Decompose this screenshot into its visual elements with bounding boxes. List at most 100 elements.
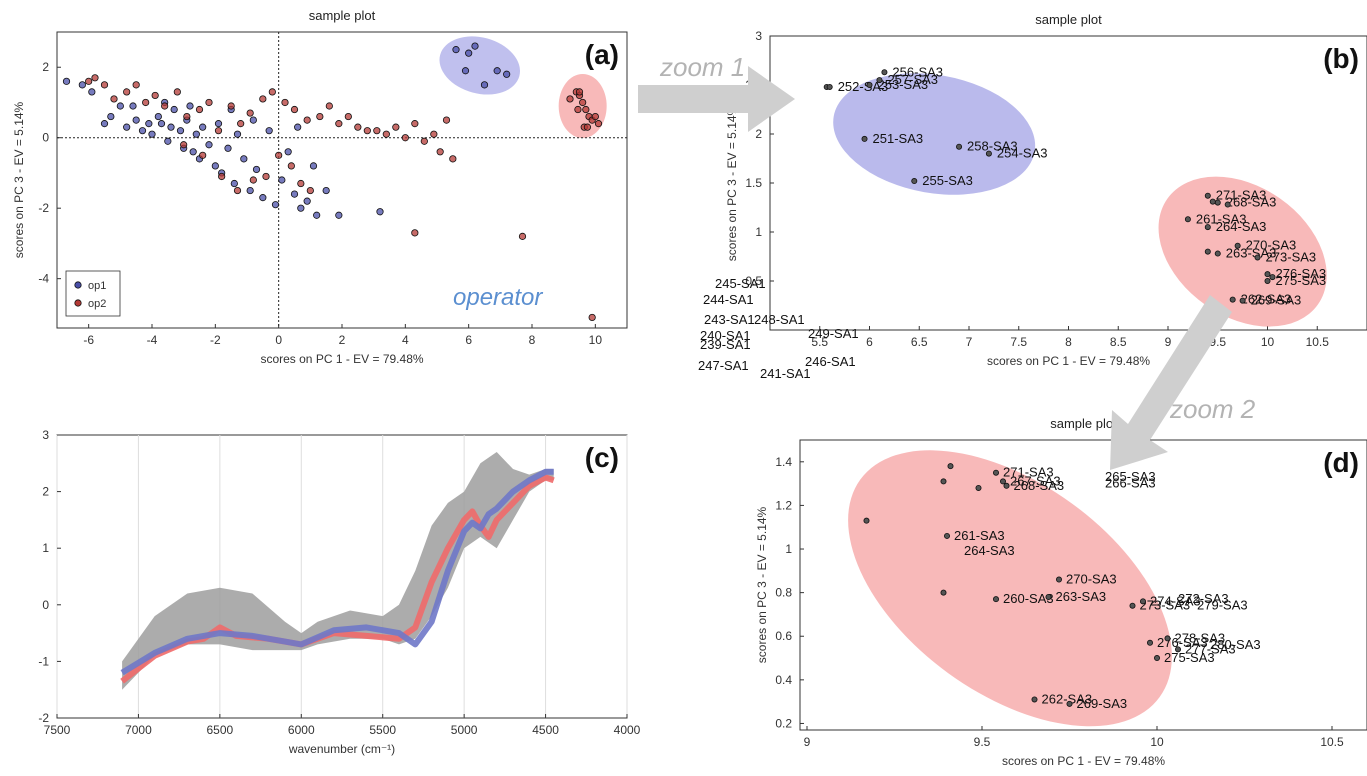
data-point [154, 112, 162, 121]
data-point [452, 46, 460, 54]
data-point [1031, 696, 1038, 703]
offscale-label: 246-SA1 [805, 354, 856, 369]
spectrum-line [120, 468, 554, 676]
legend-box [65, 270, 121, 317]
data-point [392, 123, 400, 131]
data-point [205, 141, 213, 149]
data-point [233, 186, 242, 195]
point-label: 255-SA3 [922, 173, 973, 188]
data-point [1209, 198, 1216, 205]
spectra-plot-c: 7500 7000 6500 6000 5500 5000 4500 4000 3 2 1 0 -1 -2… [38, 428, 640, 756]
data-point [335, 211, 343, 219]
point-label: 263-SA3 [1226, 246, 1277, 261]
data-point [100, 120, 109, 128]
data-point [78, 81, 86, 89]
legend-entry: op1 [88, 280, 106, 292]
data-point [411, 229, 419, 237]
data-point [411, 120, 419, 128]
panel-letter: (c) [585, 442, 619, 473]
point-label: 273-SA3 [1140, 598, 1191, 613]
data-point [262, 172, 270, 181]
y-tick-label: 0.5 [745, 274, 762, 288]
x-axis-label: scores on PC 1 - EV = 79.48% [1002, 754, 1165, 768]
data-point [594, 120, 603, 128]
data-point [132, 116, 140, 124]
y-tick-label: 0.2 [775, 716, 792, 730]
data-point [1003, 482, 1010, 489]
offscale-label: 240-SA1 [700, 328, 751, 343]
cluster-ellipse-red [848, 450, 1172, 727]
data-point [1174, 646, 1181, 653]
data-point [123, 123, 131, 131]
y-tick-label: -2 [38, 201, 49, 215]
y-tick-label: 2.5 [745, 78, 762, 92]
legend-entry: op2 [88, 298, 106, 310]
point-label: 272-SA3 [1178, 591, 1229, 606]
offscale-label: 243-SA1 [704, 312, 755, 327]
data-point [1045, 593, 1052, 600]
data-point [876, 77, 883, 84]
data-point [309, 162, 318, 170]
y-tick-label: 1.5 [745, 176, 762, 190]
panel-letter: (a) [585, 39, 619, 70]
data-point [503, 70, 511, 78]
data-point [186, 102, 194, 110]
data-point [861, 135, 868, 142]
y-tick-label: 1.4 [775, 455, 792, 469]
data-point [195, 105, 204, 114]
x-tick-label: -2 [210, 333, 221, 347]
offscale-label: 241-SA1 [760, 366, 811, 381]
point-label: 261-SA3 [1196, 211, 1247, 226]
point-label: 253-SA3 [878, 77, 929, 92]
x-tick-label: 4 [402, 333, 409, 347]
data-point [91, 74, 99, 82]
data-point [1239, 297, 1246, 304]
data-point [1139, 598, 1146, 605]
data-point [145, 120, 153, 128]
point-label: 257-SA3 [887, 72, 938, 87]
y-tick-label: 1.2 [775, 498, 792, 512]
x-tick-label: 2 [339, 333, 346, 347]
data-point [88, 88, 96, 96]
data-point [579, 98, 587, 107]
data-point [1164, 635, 1171, 642]
y-tick-label: 1 [42, 541, 49, 555]
point-label: 256-SA3 [892, 64, 943, 79]
point-label: 277-SA3 [1185, 641, 1236, 656]
point-label: 266-SA3 [1105, 476, 1156, 491]
data-point [167, 123, 175, 131]
point-label: 269-SA3 [1077, 696, 1128, 711]
data-point [306, 186, 314, 195]
data-point [294, 123, 302, 131]
data-point [205, 98, 213, 107]
data-point [975, 484, 982, 491]
y-tick-label: 0 [42, 598, 49, 612]
data-point [157, 120, 166, 128]
data-point [401, 134, 409, 142]
x-tick-label: 10 [1261, 335, 1275, 349]
data-point [376, 208, 384, 216]
data-point [1269, 274, 1276, 281]
data-point [170, 105, 178, 114]
data-point [1264, 277, 1271, 284]
data-point [943, 532, 950, 539]
data-point [1224, 201, 1231, 208]
data-point [199, 123, 207, 131]
point-label: 271-SA3 [1216, 188, 1267, 203]
panel-c: 7500 7000 6500 6000 5500 5000 4500 4000 3 2 1 0 -1 -2… [0, 415, 650, 771]
data-point [373, 127, 381, 135]
data-point [129, 102, 137, 110]
y-tick-label: 3 [42, 428, 49, 442]
data-point [911, 178, 918, 185]
x-tick-label: 9.5 [974, 735, 991, 749]
data-point [132, 81, 140, 89]
zoom1-label: zoom 1 [660, 52, 746, 82]
data-point [85, 77, 93, 85]
data-point [574, 105, 582, 114]
offscale-label: 247-SA1 [698, 358, 749, 373]
y-axis-label: scores on PC 3 - EV = 5.14% [12, 101, 26, 258]
data-point [227, 102, 235, 110]
point-label: 276-SA3 [1276, 266, 1327, 281]
data-point [284, 148, 292, 156]
data-point [1153, 655, 1160, 662]
